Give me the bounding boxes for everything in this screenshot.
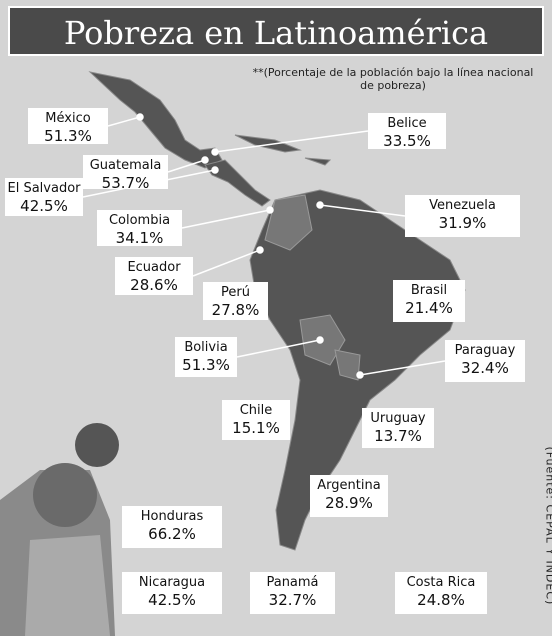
poverty-value: 13.7% (374, 427, 422, 445)
leader-line (214, 130, 369, 153)
country-name: México (45, 111, 91, 126)
poverty-value: 15.1% (232, 419, 280, 437)
marker (356, 371, 364, 379)
country-label: Honduras 66.2% (122, 506, 222, 548)
country-label: Panamá 32.7% (250, 572, 335, 614)
children-photo (0, 423, 119, 636)
country-name: Chile (239, 403, 273, 418)
colombia (264, 194, 313, 251)
leader-line (319, 204, 406, 217)
country-label: Bolivia 51.3% (175, 337, 237, 377)
paraguay (334, 349, 361, 381)
country-label: Perú 27.8% (203, 282, 268, 320)
country-label: Argentina 28.9% (310, 475, 388, 517)
poverty-value: 32.7% (268, 591, 317, 609)
title: Pobreza en Latinoamérica (8, 6, 544, 56)
poverty-value: 34.1% (115, 229, 164, 247)
country-name: Perú (221, 285, 250, 300)
marker (201, 156, 209, 164)
leader-line (192, 249, 261, 277)
country-name: Guatemala (89, 158, 162, 173)
country-name: Uruguay (370, 411, 426, 426)
marker (211, 148, 219, 156)
marker (266, 206, 274, 214)
country-name: Ecuador (127, 260, 181, 275)
mexico (88, 71, 223, 169)
country-label: Guatemala 53.7% (83, 155, 168, 192)
marker (256, 246, 264, 254)
country-label: Nicaragua 42.5% (122, 572, 222, 614)
country-name: Costa Rica (406, 575, 476, 590)
country-label: Ecuador 28.6% (115, 257, 193, 295)
poverty-value: 28.6% (130, 276, 178, 294)
country-name: Belice (387, 116, 427, 131)
country-label: El Salvador 42.5% (5, 178, 83, 216)
leader-line (236, 339, 321, 358)
poverty-value: 28.9% (325, 494, 373, 512)
poverty-value: 21.4% (405, 299, 453, 317)
note: **(Porcentaje de la población bajo la lí… (252, 66, 534, 92)
marker (136, 113, 144, 121)
central-america (204, 159, 271, 207)
country-name: El Salvador (7, 181, 81, 196)
poverty-value: 24.8% (417, 591, 465, 609)
country-label: Brasil 21.4% (393, 280, 465, 322)
poverty-value: 42.5% (148, 591, 196, 609)
source: (Fuente: CEPAL Y INDEC) (543, 446, 552, 606)
country-name: Colombia (108, 213, 171, 228)
poverty-value: 66.2% (148, 525, 196, 543)
country-label: México 51.3% (28, 108, 108, 145)
country-label: Chile 15.1% (222, 400, 290, 440)
caribbean (234, 134, 332, 166)
poverty-value: 31.9% (438, 214, 487, 232)
country-name: Nicaragua (138, 575, 206, 590)
leader-line (107, 116, 141, 127)
country-name: Paraguay (454, 343, 516, 358)
poverty-value: 51.3% (44, 127, 92, 145)
poverty-value: 33.5% (383, 132, 431, 150)
country-name: Venezuela (429, 198, 496, 213)
marker (211, 166, 219, 174)
leader-line (181, 209, 271, 229)
poverty-value: 27.8% (211, 301, 260, 319)
leader-line (359, 360, 446, 376)
country-name: Bolivia (184, 340, 228, 355)
marker (316, 336, 324, 344)
marker (316, 201, 324, 209)
poverty-value: 53.7% (101, 174, 150, 192)
country-name: Panamá (266, 575, 319, 590)
poverty-value: 42.5% (20, 197, 68, 215)
country-name: Brasil (410, 283, 448, 298)
country-name: Honduras (140, 509, 204, 524)
poverty-value: 32.4% (461, 359, 509, 377)
country-label: Belice 33.5% (368, 113, 446, 150)
country-label: Venezuela 31.9% (405, 195, 520, 237)
country-label: Colombia 34.1% (97, 210, 182, 247)
country-label: Paraguay 32.4% (445, 340, 525, 382)
country-name: Argentina (317, 478, 381, 493)
leader-line (167, 159, 206, 173)
poverty-value: 51.3% (182, 356, 230, 374)
country-label: Uruguay 13.7% (362, 408, 434, 448)
country-label: Costa Rica 24.8% (395, 572, 487, 614)
